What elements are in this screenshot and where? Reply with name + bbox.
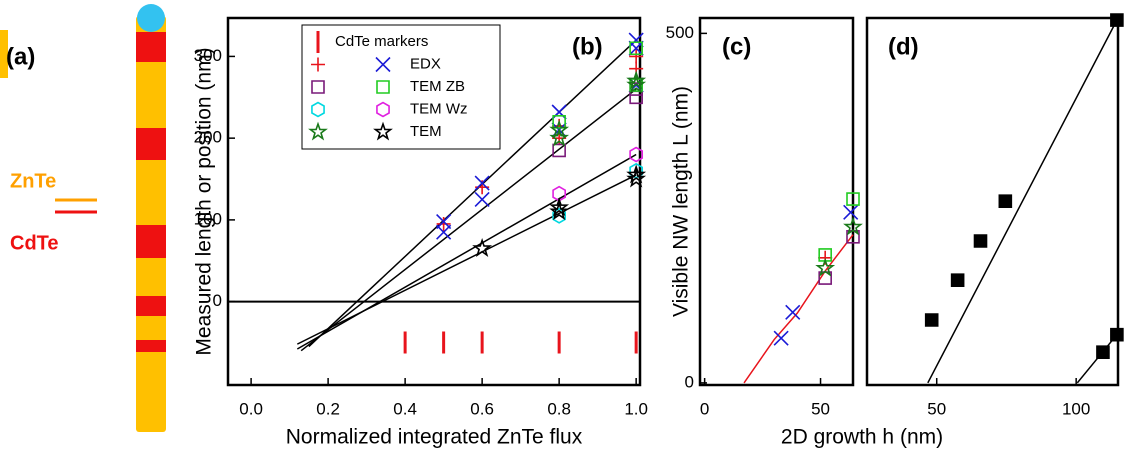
legend-marker <box>376 80 390 94</box>
legend-label: TEM Wz <box>410 100 468 117</box>
x-axis-label: 2D growth h (nm) <box>781 426 943 449</box>
panel-label: (a) <box>6 43 35 70</box>
fit-line <box>927 19 1118 384</box>
legend-marker <box>375 56 391 73</box>
y-tick-label: 200 <box>194 128 222 147</box>
marker <box>549 197 570 217</box>
x-tick-label: 0.2 <box>316 399 340 418</box>
marker <box>629 41 643 56</box>
marker <box>626 164 647 184</box>
marker <box>628 40 644 56</box>
x-tick-label: 50 <box>811 399 830 418</box>
x-tick-label: 50 <box>927 399 946 418</box>
x-axis-label: Normalized integrated ZnTe flux <box>286 426 583 449</box>
marker <box>549 127 570 147</box>
marker <box>552 207 567 224</box>
legend-label: EDX <box>410 55 441 72</box>
fit-line <box>296 174 637 345</box>
marker <box>846 192 860 206</box>
marker <box>474 191 490 208</box>
legend-box <box>301 24 501 150</box>
marker <box>549 119 570 139</box>
marker <box>843 204 859 220</box>
fit-line <box>296 153 637 350</box>
plot-frame <box>226 16 642 387</box>
marker <box>1096 345 1110 359</box>
marker <box>552 143 566 158</box>
cdte-segment <box>136 296 166 316</box>
cdte-segment <box>136 128 166 160</box>
marker <box>785 304 801 320</box>
x-tick-label: 0.6 <box>470 399 494 418</box>
marker <box>474 175 490 191</box>
legend-marker <box>373 121 393 141</box>
x-tick-label: 0.8 <box>547 399 571 418</box>
y-tick-label: 500 <box>666 23 694 42</box>
legend-marker <box>311 101 325 118</box>
panel-label: (c) <box>722 33 751 60</box>
legend-marker <box>311 80 325 94</box>
marker <box>628 32 644 48</box>
y-axis-label: Measured length or position (nm) <box>193 47 216 355</box>
fit-line <box>308 39 637 348</box>
marker <box>472 238 493 257</box>
marker <box>629 146 644 163</box>
marker <box>549 201 570 221</box>
marker <box>626 168 647 188</box>
marker <box>998 194 1013 208</box>
x-tick-label: 0.4 <box>393 399 417 418</box>
marker <box>436 224 452 240</box>
legend-marker <box>376 101 390 118</box>
cdte-segment <box>136 32 166 62</box>
marker <box>815 257 836 277</box>
plot-frame <box>865 16 1120 387</box>
marker <box>1110 13 1124 27</box>
panel-label: (b) <box>572 33 603 60</box>
accent <box>0 30 8 78</box>
fit-line <box>300 88 637 352</box>
nanowire <box>136 16 166 432</box>
marker <box>551 104 567 120</box>
x-tick-label: 1.0 <box>624 399 648 418</box>
legend-label: TEM <box>410 123 442 140</box>
nanowire-schematic <box>0 4 166 432</box>
marker <box>436 216 451 231</box>
cdte-segment <box>136 340 166 352</box>
marker <box>629 49 644 64</box>
catalyst <box>137 4 165 32</box>
x-tick-label: 100 <box>1062 399 1090 418</box>
x-tick-label: 0.0 <box>239 399 263 418</box>
y-axis-label: Visible NW length L (nm) <box>670 86 693 317</box>
y-tick-label: 100 <box>194 209 222 228</box>
marker <box>924 313 939 327</box>
panel-label: (d) <box>888 33 919 60</box>
fit-line <box>743 234 854 384</box>
plot-frame <box>698 16 855 387</box>
cdte-segment <box>136 225 166 258</box>
marker <box>436 213 452 230</box>
marker <box>773 330 789 346</box>
marker <box>1110 327 1124 342</box>
marker <box>626 74 647 94</box>
legend-label: CdTe markers <box>335 33 428 50</box>
marker <box>818 248 832 262</box>
legend-marker <box>311 57 325 72</box>
y-tick-label: 0 <box>213 291 222 310</box>
marker <box>626 70 647 90</box>
legend-marker <box>308 121 328 141</box>
marker <box>843 216 863 236</box>
marker <box>950 273 965 287</box>
x-tick-label: 0 <box>700 399 709 418</box>
y-tick-label: 300 <box>194 46 222 65</box>
cdte-label: CdTe <box>10 232 59 254</box>
legend-label: TEM ZB <box>410 78 465 95</box>
y-tick-label: 0 <box>685 372 694 391</box>
znte-label: ZnTe <box>10 170 56 192</box>
marker <box>973 234 988 248</box>
